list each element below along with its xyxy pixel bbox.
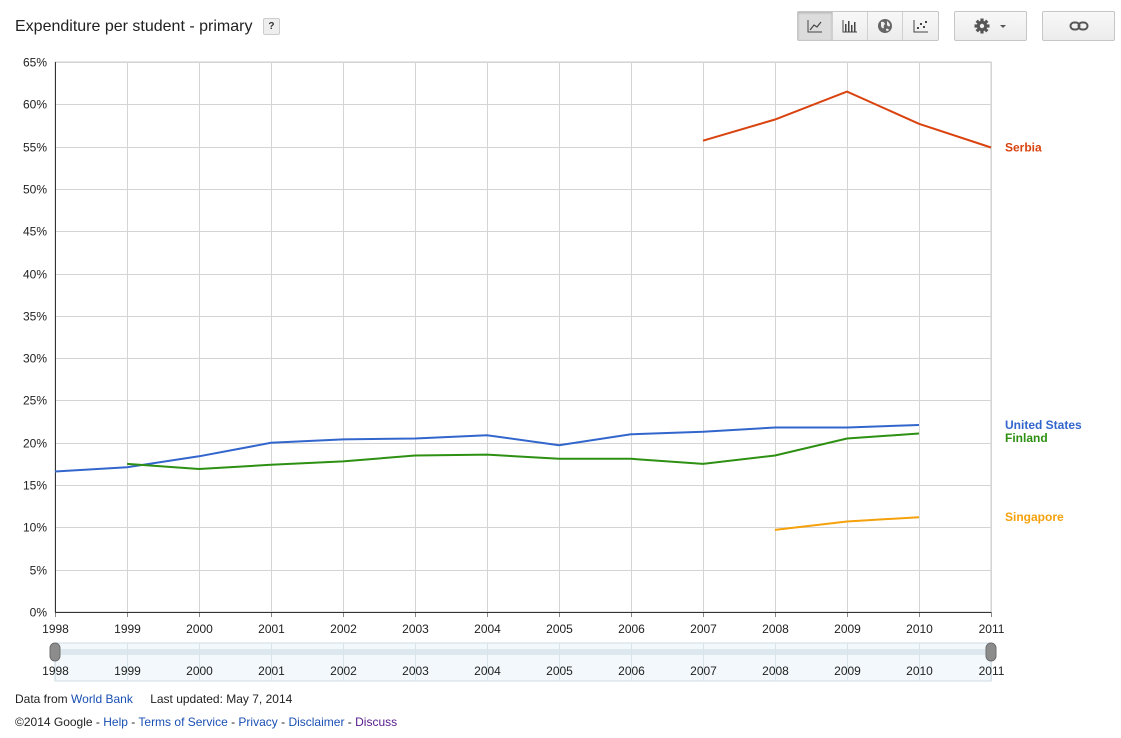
x-tick-label: 2001 [258,622,285,636]
chart-grid [54,61,992,613]
help-link[interactable]: Help [103,715,128,729]
x-tick-label: 2003 [402,622,429,636]
x-tick-label: 2004 [474,622,501,636]
terms-link[interactable]: Terms of Service [138,715,228,729]
scatter-chart-button[interactable] [903,12,938,40]
gear-icon [974,18,1006,34]
y-tick-label: 65% [23,56,47,70]
x-tick-label: 1998 [42,622,69,636]
bar-chart-icon [842,20,857,33]
legend-label-serbia[interactable]: Serbia [1005,140,1042,154]
legend-label-singapore[interactable]: Singapore [1005,510,1064,524]
plot-area [54,61,992,613]
y-tick-label: 55% [23,141,47,155]
series-line-singapore[interactable] [774,516,920,531]
timeline-label: 2001 [258,664,285,678]
y-tick-label: 20% [23,437,47,451]
y-tick-label: 30% [23,352,47,366]
x-tick-label: 2010 [906,622,933,636]
data-source: Data from World Bank Last updated: May 7… [15,692,292,706]
x-tick-label: 2005 [546,622,573,636]
legend-label-finland[interactable]: Finland [1005,431,1048,445]
settings-menu-button[interactable] [954,11,1027,41]
copyright: ©2014 Google [15,715,93,729]
timeline-label: 2009 [834,664,861,678]
footer-links: ©2014 Google - Help - Terms of Service -… [15,715,398,729]
bar-chart-button[interactable] [833,12,868,40]
timeline-label: 2005 [546,664,573,678]
y-tick-label: 50% [23,183,47,197]
timeline-label: 2007 [690,664,717,678]
y-tick-label: 0% [30,606,48,620]
timeline-label: 2010 [906,664,933,678]
timeline-label: 2000 [186,664,213,678]
x-tick-label: 2011 [979,622,1005,636]
timeline-label: 2004 [474,664,501,678]
series-line-united-states[interactable] [54,424,920,473]
y-tick-label: 10% [23,521,47,535]
x-tick-label: 1999 [114,622,141,636]
x-tick-label: 2008 [762,622,789,636]
discuss-link[interactable]: Discuss [355,715,398,729]
timeline-label: 1999 [114,664,141,678]
x-tick-label: 2006 [618,622,645,636]
settings-button[interactable] [955,12,1026,40]
y-tick-label: 15% [23,479,47,493]
link-icon [1069,21,1088,31]
line-chart: 0% 5% 10% 15% 20% 25% 30% 35% 40% 45% 50% 55% 60% 65%… [23,56,1082,682]
help-button[interactable]: ? [262,18,280,36]
timeline-label: 2006 [618,664,645,678]
globe-icon [878,19,892,33]
legend-label-united-states[interactable]: United States [1005,418,1082,432]
line-chart-icon [807,20,822,33]
series-line-serbia[interactable] [702,90,992,149]
y-tick-label: 60% [23,98,47,112]
link-button[interactable] [1042,11,1115,41]
privacy-link[interactable]: Privacy [238,715,278,729]
timeline-label: 2003 [402,664,429,678]
x-tick-label: 2000 [186,622,213,636]
timeline-label: 1998 [42,664,69,678]
page-title: Expenditure per student - primary ? [15,18,280,36]
y-tick-label: 40% [23,268,47,282]
y-tick-label: 35% [23,310,47,324]
timeline-range-bar [55,649,991,655]
timeline-slider: 1998 1999 2000 2001 2002 2003 2004 2005 2006 2007… [42,642,1005,682]
series-line-finland[interactable] [126,432,920,471]
chart-type-selector [797,11,939,41]
timeline-end-handle[interactable] [985,642,997,662]
share-link-button[interactable] [1043,12,1114,40]
y-tick-label: 5% [30,564,48,578]
x-tick-label: 2009 [834,622,861,636]
x-tick-label: 2007 [690,622,717,636]
x-axis: 1998 1999 2000 2001 2002 2003 2004 2005 2006 2007… [42,612,1005,636]
y-axis: 0% 5% 10% 15% 20% 25% 30% 35% 40% 45% 50% 55% 60% 65% [23,56,56,620]
last-updated: Last updated: May 7, 2014 [150,692,293,706]
chart-series [54,90,992,531]
timeline-start-handle[interactable] [49,642,61,662]
chevron-down-icon [999,25,1006,28]
disclaimer-link[interactable]: Disclaimer [288,715,345,729]
line-chart-button[interactable] [798,12,833,40]
map-view-button[interactable] [868,12,903,40]
world-bank-link[interactable]: World Bank [71,692,133,706]
timeline-label: 2008 [762,664,789,678]
chart-title: Expenditure per student - primary [15,18,253,35]
scatter-chart-icon [913,20,928,33]
timeline-label: 2011 [979,664,1005,678]
timeline-label: 2002 [330,664,357,678]
y-tick-label: 45% [23,225,47,239]
x-tick-label: 2002 [330,622,357,636]
data-from-label: Data from [15,692,68,706]
y-tick-label: 25% [23,394,47,408]
